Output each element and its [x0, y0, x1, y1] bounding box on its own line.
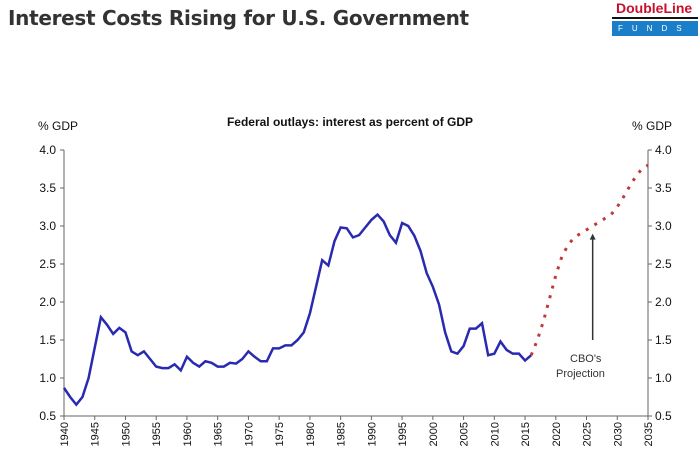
chart-title: Federal outlays: interest as percent of … — [227, 115, 473, 129]
x-tick-label: 1970 — [243, 422, 255, 446]
y-tick-label-right: 1.0 — [655, 371, 672, 385]
y-tick-label-right: 3.0 — [655, 219, 672, 233]
x-tick-label: 1990 — [366, 422, 378, 446]
doubleline-logo: DoubleLine FUNDS — [612, 0, 698, 36]
y-tick-label-right: 4.0 — [655, 143, 672, 157]
x-tick-label: 1945 — [90, 422, 102, 446]
x-tick-label: 1940 — [59, 422, 71, 446]
y-tick-label-right: 0.5 — [655, 409, 672, 423]
x-tick-label: 2020 — [551, 422, 563, 446]
x-tick-label: 2025 — [582, 422, 594, 446]
y-tick-label-right: 2.5 — [655, 257, 672, 271]
y-axis-label-left: % GDP — [38, 119, 78, 133]
y-tick-label-left: 2.5 — [39, 257, 56, 271]
x-tick-label: 1975 — [274, 422, 286, 446]
x-tick-label: 1965 — [213, 422, 225, 446]
y-tick-label-left: 3.5 — [39, 181, 56, 195]
y-tick-label-right: 3.5 — [655, 181, 672, 195]
y-tick-label-left: 4.0 — [39, 143, 56, 157]
annotation-label-line2: Projection — [556, 368, 605, 380]
x-tick-label: 2000 — [428, 422, 440, 446]
logo-sub: FUNDS — [612, 21, 698, 36]
x-tick-label: 1955 — [151, 422, 163, 446]
x-tick-label: 2005 — [459, 422, 471, 446]
x-tick-label: 2030 — [612, 422, 624, 446]
y-tick-label-left: 0.5 — [39, 409, 56, 423]
projection-line — [529, 163, 649, 356]
actual-line — [62, 212, 533, 407]
arrowhead-icon — [589, 233, 596, 240]
x-tick-label: 2035 — [643, 422, 655, 446]
x-tick-label: 2010 — [489, 422, 501, 446]
page-title: Interest Costs Rising for U.S. Governmen… — [8, 6, 469, 30]
x-tick-label: 1960 — [182, 422, 194, 446]
x-tick-label: 1995 — [397, 422, 409, 446]
y-tick-label-left: 3.0 — [39, 219, 56, 233]
y-axis-label-right: % GDP — [632, 119, 672, 133]
annotation-label-line1: CBO's — [570, 353, 602, 365]
logo-brand: DoubleLine — [612, 0, 698, 19]
x-tick-label: 1980 — [305, 422, 317, 446]
y-tick-label-left: 1.5 — [39, 333, 56, 347]
x-tick-label: 1985 — [336, 422, 348, 446]
y-tick-label-left: 1.0 — [39, 371, 56, 385]
y-tick-label-left: 2.0 — [39, 295, 56, 309]
x-tick-label: 2015 — [520, 422, 532, 446]
x-tick-label: 1950 — [120, 422, 132, 446]
y-tick-label-right: 2.0 — [655, 295, 672, 309]
y-tick-label-right: 1.5 — [655, 333, 672, 347]
